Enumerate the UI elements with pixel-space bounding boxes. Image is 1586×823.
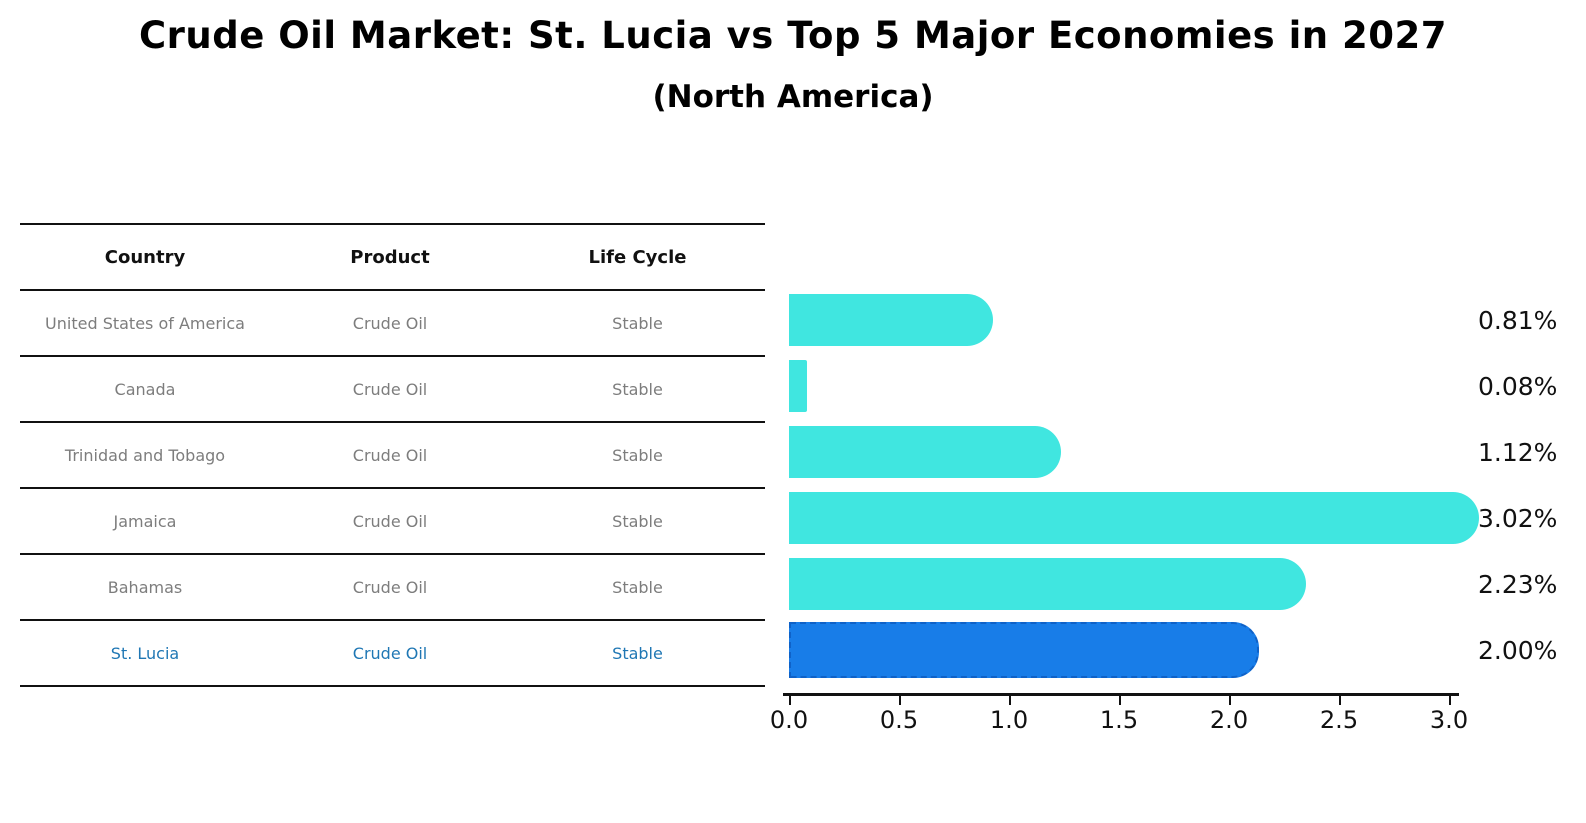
bar-trinidad-and-tobago [789,426,1062,478]
bar-value-label: 3.02% [1478,503,1558,533]
x-tick-mark [1449,696,1451,705]
column-header-country: Country [104,246,186,268]
bar-row [789,287,1489,353]
x-tick-label: 3.0 [1429,706,1469,734]
column-header-life-cycle: Life Cycle [588,246,687,268]
x-tick-label: 0.0 [769,706,809,734]
x-tick-label: 1.0 [989,706,1029,734]
bar-value-label: 2.00% [1478,635,1558,665]
country-table: Country Product Life Cycle United States… [20,223,765,687]
bar-highlight-st-lucia [789,622,1259,678]
chart-title: Crude Oil Market: St. Lucia vs Top 5 Maj… [139,14,1447,57]
x-axis-line [783,693,1459,696]
cell-product: Crude Oil [352,643,428,663]
cell-product: Crude Oil [352,577,428,597]
cell-country: Canada [114,379,176,399]
cell-life-cycle: Stable [612,445,663,465]
cell-country: United States of America [45,313,245,333]
cell-life-cycle: Stable [612,511,663,531]
bar-value-labels: 0.81% 0.08% 1.12% 3.02% 2.23% 2.00% [1478,287,1586,683]
table-row: Bahamas Crude Oil Stable [20,555,765,621]
cell-life-cycle: Stable [612,313,663,333]
cell-life-cycle: Stable [612,379,663,399]
bar-jamaica [789,492,1480,544]
x-tick-mark [899,696,901,705]
table-row: Jamaica Crude Oil Stable [20,489,765,555]
bar-row [789,419,1489,485]
cell-product: Crude Oil [352,379,428,399]
bar-value-label: 0.08% [1478,371,1558,401]
bar-row [789,353,1489,419]
cell-life-cycle: Stable [612,643,663,663]
x-tick-label: 0.5 [879,706,919,734]
bar-value-label: 0.81% [1478,305,1558,335]
x-tick-mark [1229,696,1231,705]
table-row: Trinidad and Tobago Crude Oil Stable [20,423,765,489]
table-row: United States of America Crude Oil Stable [20,291,765,357]
table-row: Canada Crude Oil Stable [20,357,765,423]
table-header-row: Country Product Life Cycle [20,225,765,291]
cell-country: Bahamas [107,577,183,597]
column-header-product: Product [350,246,430,268]
cell-product: Crude Oil [352,313,428,333]
x-tick-mark [1009,696,1011,705]
x-tick-mark [1339,696,1341,705]
cell-country: Jamaica [113,511,177,531]
cell-country: St. Lucia [110,643,180,663]
bar-value-label: 1.12% [1478,437,1558,467]
cell-product: Crude Oil [352,511,428,531]
table-row: St. Lucia Crude Oil Stable [20,621,765,687]
chart-subtitle: (North America) [652,79,934,115]
bar-chart-area [789,287,1489,683]
bar-row [789,551,1489,617]
bar-canada [789,360,807,412]
cell-country: Trinidad and Tobago [64,445,226,465]
bar-bahamas [789,558,1306,610]
x-tick-mark [1119,696,1121,705]
x-tick-mark [789,696,791,705]
cell-product: Crude Oil [352,445,428,465]
x-tick-label: 2.0 [1209,706,1249,734]
bar-united-states-of-america [789,294,994,346]
bar-row [789,485,1489,551]
x-tick-label: 1.5 [1099,706,1139,734]
table-body: United States of America Crude Oil Stable C… [20,291,765,687]
x-tick-label: 2.5 [1319,706,1359,734]
cell-life-cycle: Stable [612,577,663,597]
bar-value-label: 2.23% [1478,569,1558,599]
bar-row [789,617,1489,683]
